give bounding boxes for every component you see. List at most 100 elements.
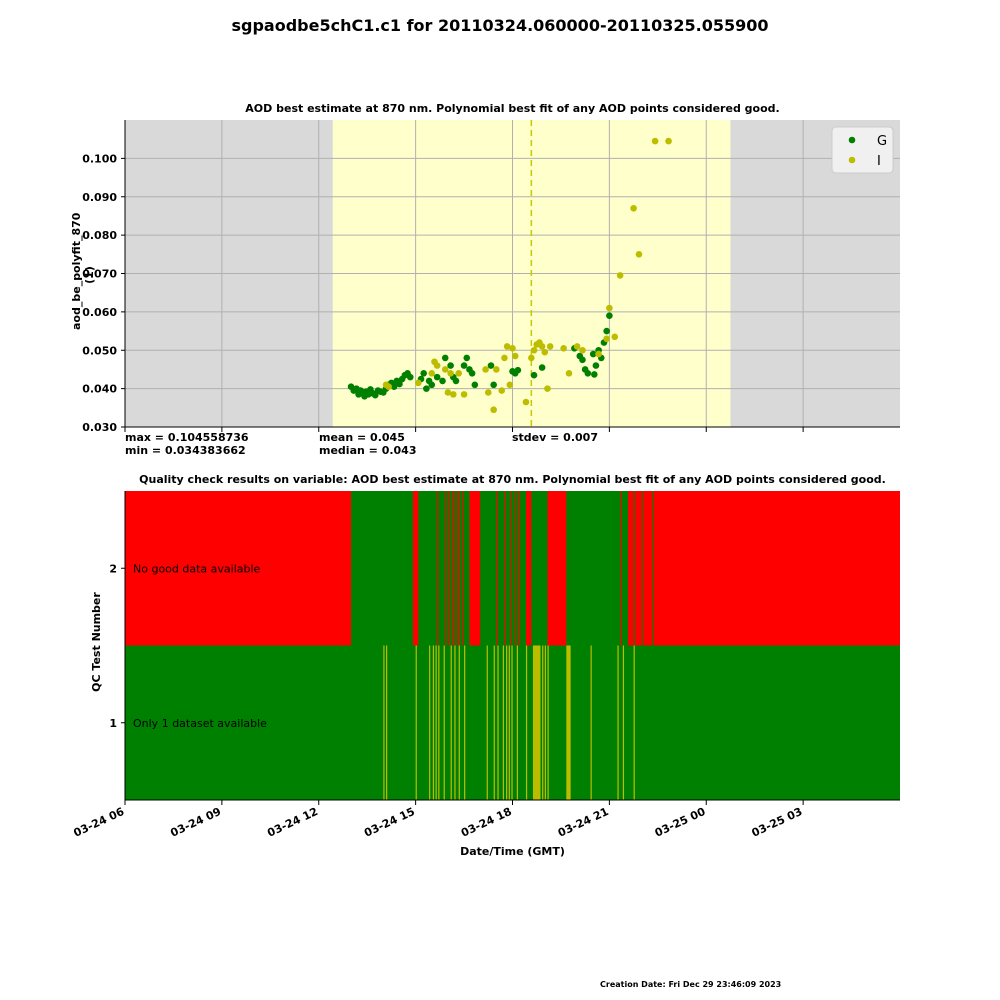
qc-cell-indeterminate — [450, 645, 452, 800]
aod-point-I — [490, 406, 497, 414]
qc-xlabel: Date/Time (GMT) — [460, 845, 565, 858]
aod-point-G — [592, 362, 600, 369]
aod-point-G — [423, 385, 430, 392]
qc-cell-indeterminate — [508, 645, 510, 800]
qc-cell-indeterminate — [432, 645, 435, 800]
aod-point-G — [396, 380, 403, 388]
aod-point-G — [514, 366, 522, 374]
aod-point-I — [573, 343, 581, 350]
qc-cell-bad — [452, 491, 454, 646]
aod-point-G — [460, 362, 468, 369]
aod-point-G — [606, 312, 613, 320]
qc-cell-indeterminate — [386, 645, 388, 800]
aod-point-I — [630, 204, 637, 212]
aod-point-I — [611, 333, 619, 341]
qc-xtick-label: 03-24 06 — [72, 805, 127, 840]
qc-cell-indeterminate — [429, 645, 431, 800]
qc-cell-indeterminate — [617, 645, 619, 800]
aod-point-G — [468, 369, 476, 377]
qc-cell-indeterminate — [532, 645, 541, 800]
aod-point-I — [538, 343, 546, 350]
qc-xtick-label: 03-24 21 — [556, 805, 611, 840]
qc-cell-indeterminate — [544, 645, 546, 800]
qc-cell-bad — [455, 491, 457, 646]
aod-point-G — [579, 356, 586, 364]
aod-ytick-label: 0.050 — [82, 344, 117, 357]
aod-point-I — [433, 362, 441, 369]
qc-cell-bad — [620, 491, 622, 646]
aod-point-I — [560, 345, 567, 352]
aod-point-G — [591, 371, 598, 378]
qc-cell-indeterminate — [443, 645, 445, 800]
creation-date: Creation Date: Fri Dec 29 23:46:09 2023 — [600, 980, 782, 989]
legend-box — [831, 126, 894, 174]
aod-point-I — [506, 381, 514, 389]
legend-marker-I — [848, 156, 856, 164]
qc-cell-good — [633, 491, 635, 646]
qc-cell-bad — [448, 491, 451, 646]
qc-xtick-label: 03-24 12 — [265, 805, 320, 840]
aod-point-I — [565, 369, 573, 377]
qc-ylabel: QC Test Number — [90, 592, 103, 692]
qc-ytick-label: 2 — [109, 562, 117, 575]
aod-ytick-label: 0.090 — [82, 191, 117, 204]
aod-point-I — [509, 345, 516, 352]
stat-min: min = 0.034383662 — [125, 444, 246, 457]
qc-cell-indeterminate — [458, 645, 460, 800]
aod-points — [347, 137, 672, 414]
qc-cell-good — [418, 491, 470, 646]
aod-point-I — [444, 389, 452, 396]
qc-cell-indeterminate — [566, 645, 571, 800]
qc-cell-indeterminate — [633, 645, 635, 800]
aod-point-I — [522, 398, 530, 406]
qc-cell-indeterminate — [383, 645, 385, 800]
qc-cell-indeterminate — [493, 645, 495, 800]
aod-point-I — [447, 369, 454, 377]
stat-median: median = 0.043 — [319, 444, 417, 457]
aod-point-I — [544, 385, 551, 392]
qc-cell-indeterminate — [502, 645, 505, 800]
qc-cell-indeterminate — [497, 645, 499, 800]
aod-point-I — [385, 383, 393, 391]
stat-stdev: stdev = 0.007 — [512, 431, 598, 444]
legend-label-G: G — [877, 134, 887, 149]
qc-cell-bad — [504, 491, 506, 646]
qc-cell-indeterminate — [516, 645, 519, 800]
legend-label-I: I — [877, 154, 881, 169]
aod-ytick-label: 0.030 — [82, 421, 117, 434]
aod-point-I — [651, 137, 659, 145]
aod-point-I — [530, 346, 538, 354]
aod-point-G — [530, 371, 538, 379]
qc-cell-indeterminate — [435, 645, 437, 800]
stat-max: max = 0.104558736 — [125, 431, 249, 444]
qc-cell-indeterminate — [525, 645, 528, 800]
qc-xtick-label: 03-25 00 — [653, 805, 708, 840]
aod-point-G — [433, 373, 441, 381]
qc-cell-bad — [515, 491, 517, 646]
aod-point-G — [584, 369, 592, 377]
aod-point-I — [579, 346, 586, 354]
aod-ylabel: aod_be_polyfit_870 (1) — [70, 212, 96, 330]
aod-point-I — [616, 272, 624, 279]
aod-ytick-label: 0.040 — [82, 383, 117, 396]
qc-cell-indeterminate — [511, 645, 513, 800]
aod-point-I — [415, 379, 422, 387]
aod-point-I — [441, 366, 449, 373]
qc-ytick-label: 1 — [109, 717, 117, 730]
qc-cell-indeterminate — [454, 645, 456, 800]
qc-xtick-label: 03-24 18 — [459, 805, 514, 840]
qc-row-label: No good data available — [133, 562, 261, 575]
qc-xtick-label: 03-24 15 — [362, 805, 417, 840]
aod-point-G — [447, 362, 454, 369]
aod-point-I — [455, 369, 462, 377]
aod-ytick-label: 0.060 — [82, 306, 117, 319]
aod-point-G — [439, 377, 446, 385]
qc-cell-bad — [461, 491, 464, 646]
aod-point-G — [428, 381, 436, 389]
aod-point-G — [452, 377, 460, 385]
aod-point-I — [546, 343, 554, 350]
aod-point-G — [390, 383, 398, 391]
qc-cell-bad — [496, 491, 498, 646]
aod-point-G — [603, 327, 610, 335]
aod-point-I — [482, 366, 489, 373]
